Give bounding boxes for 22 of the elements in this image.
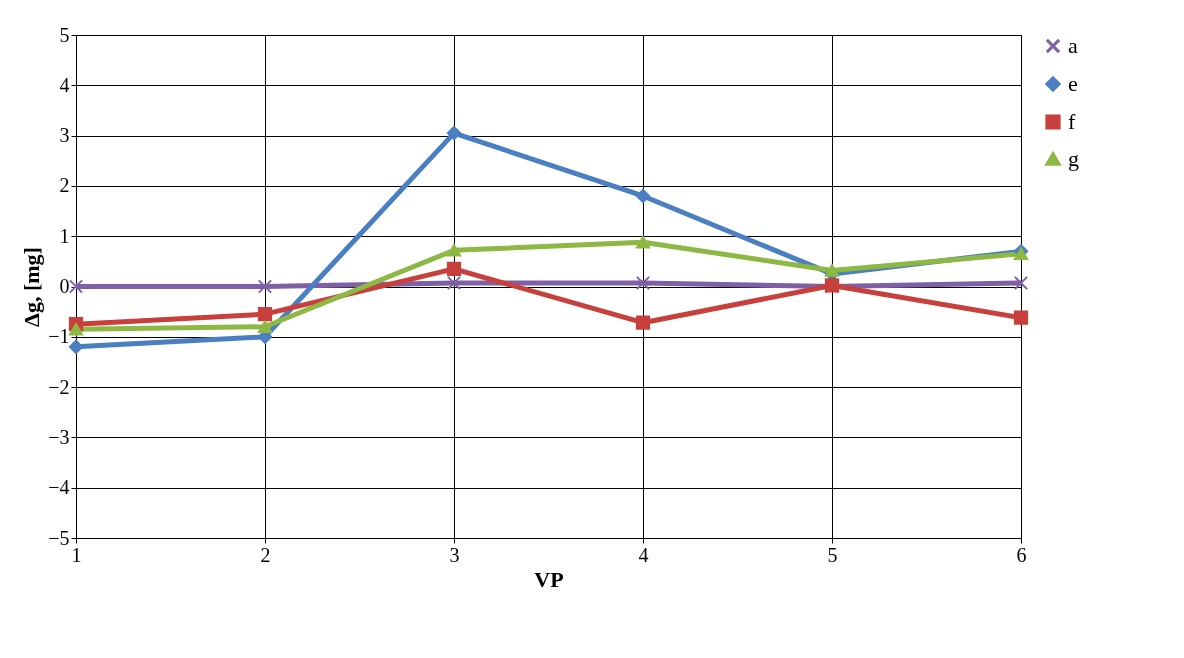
legend-label: f bbox=[1068, 109, 1076, 134]
x-tick-label: 5 bbox=[827, 543, 838, 566]
y-tick-label: 5 bbox=[59, 23, 70, 46]
y-tick-label: 3 bbox=[59, 124, 70, 147]
y-axis-title: Δg, [mg] bbox=[19, 247, 45, 327]
y-tick-label: −4 bbox=[48, 476, 70, 499]
x-tick-label: 6 bbox=[1016, 543, 1027, 566]
x-tick-label: 4 bbox=[638, 543, 649, 566]
y-tick-label: 2 bbox=[59, 174, 70, 197]
x-axis-title: VP bbox=[534, 566, 564, 592]
y-tick-label: −5 bbox=[48, 526, 70, 549]
legend-label: g bbox=[1068, 146, 1079, 171]
x-tick-label: 2 bbox=[260, 543, 271, 566]
y-tick-label: 0 bbox=[59, 275, 70, 297]
x-tick-label: 3 bbox=[449, 543, 460, 566]
y-tick-label: 1 bbox=[59, 224, 70, 247]
legend-label: e bbox=[1068, 71, 1078, 96]
y-tick-label: −2 bbox=[48, 375, 70, 398]
legend-label: a bbox=[1068, 33, 1078, 58]
y-tick-label: 4 bbox=[59, 73, 70, 96]
y-tick-label: −3 bbox=[48, 425, 70, 448]
y-tick-label: −1 bbox=[48, 325, 70, 348]
